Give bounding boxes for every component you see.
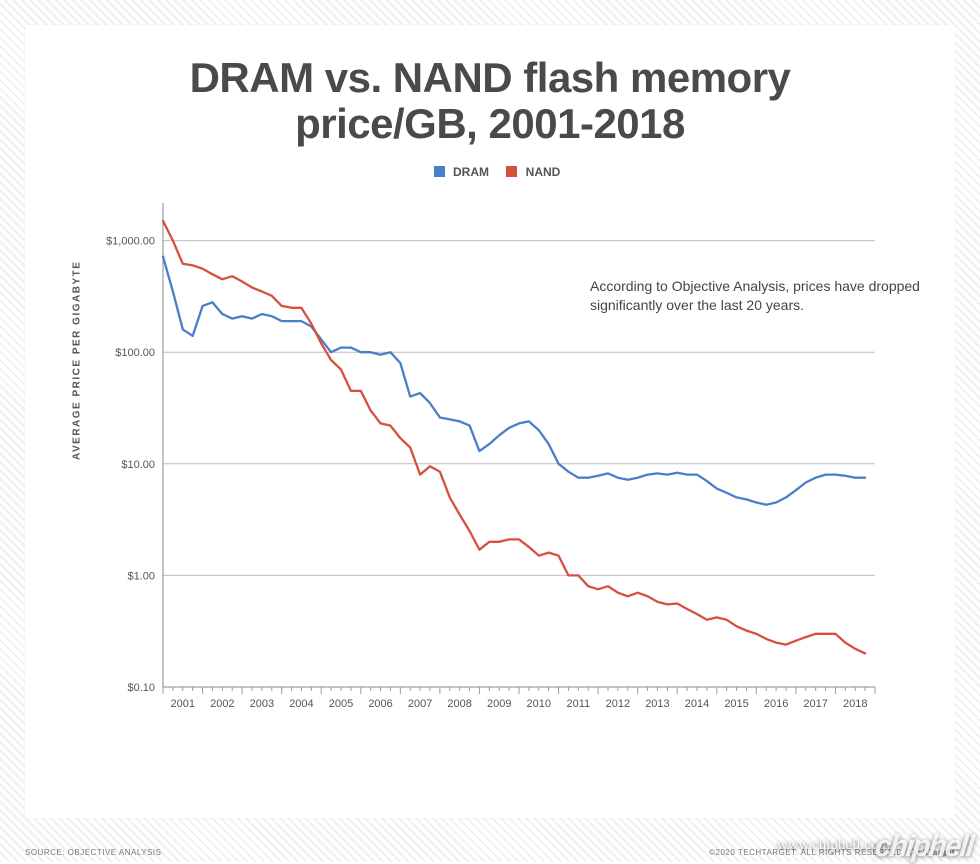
footer-source: SOURCE: OBJECTIVE ANALYSIS	[25, 848, 161, 857]
svg-text:2016: 2016	[764, 698, 788, 710]
svg-text:2010: 2010	[527, 698, 551, 710]
legend: DRAM NAND	[61, 165, 919, 179]
svg-text:2018: 2018	[843, 698, 867, 710]
svg-text:2006: 2006	[368, 698, 392, 710]
line-chart-svg: $0.10 $1.00 $10.00 $100.00 $1,000.00 2001 2002…	[85, 197, 885, 717]
watermark-url: www.chiphell.com	[777, 837, 890, 854]
svg-text:2011: 2011	[567, 698, 591, 710]
svg-text:$1,000.00: $1,000.00	[106, 236, 155, 248]
svg-text:2001: 2001	[171, 698, 195, 710]
plot-area: AVERAGE PRICE PER GIGABYTE According to …	[85, 197, 919, 722]
svg-text:2017: 2017	[803, 698, 827, 710]
svg-text:$100.00: $100.00	[115, 348, 155, 360]
svg-text:$1.00: $1.00	[127, 571, 155, 583]
legend-swatch-nand	[506, 166, 517, 177]
page-background: DRAM vs. NAND flash memory price/GB, 200…	[0, 0, 980, 862]
svg-text:2014: 2014	[685, 698, 709, 710]
svg-text:2013: 2013	[645, 698, 669, 710]
svg-text:2005: 2005	[329, 698, 353, 710]
svg-text:2009: 2009	[487, 698, 511, 710]
chart-annotation: According to Objective Analysis, prices …	[590, 277, 920, 315]
title-line-2: price/GB, 2001-2018	[295, 100, 685, 147]
svg-text:2002: 2002	[210, 698, 234, 710]
chart-card: DRAM vs. NAND flash memory price/GB, 200…	[25, 25, 955, 818]
legend-label-nand: NAND	[526, 165, 561, 179]
legend-label-dram: DRAM	[453, 165, 489, 179]
title-line-1: DRAM vs. NAND flash memory	[190, 54, 791, 101]
svg-text:2015: 2015	[724, 698, 748, 710]
legend-swatch-dram	[434, 166, 445, 177]
svg-text:2008: 2008	[447, 698, 471, 710]
svg-text:2004: 2004	[289, 698, 313, 710]
watermark-logo: chiphell	[873, 830, 974, 864]
svg-text:2003: 2003	[250, 698, 274, 710]
svg-text:2012: 2012	[606, 698, 630, 710]
svg-text:$10.00: $10.00	[121, 459, 155, 471]
svg-text:$0.10: $0.10	[127, 682, 155, 694]
y-axis-title: AVERAGE PRICE PER GIGABYTE	[72, 260, 83, 459]
chart-title: DRAM vs. NAND flash memory price/GB, 200…	[61, 55, 919, 147]
svg-text:2007: 2007	[408, 698, 432, 710]
